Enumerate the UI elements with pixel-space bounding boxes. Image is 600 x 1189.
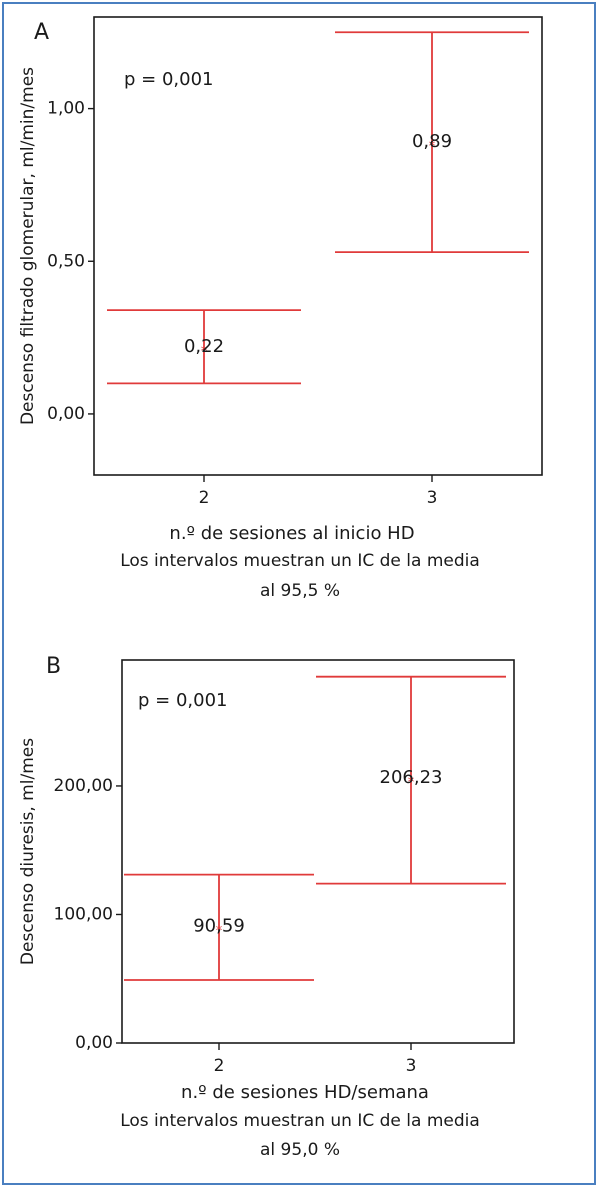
mean-marker-b-0: *	[216, 924, 223, 939]
caption-a-line1: Los intervalos muestran un IC de la medi…	[120, 551, 480, 571]
y-tick-label-a-0: 0,00	[47, 404, 85, 424]
panel-label-b: B	[46, 654, 61, 679]
mean-marker-a-1: *	[429, 140, 436, 155]
plot-frame-a	[93, 16, 543, 476]
panel-label-a: A	[34, 20, 49, 45]
x-tick-label-a-0: 2	[199, 488, 210, 508]
y-axis-title-b: Descenso diuresis, ml/mes	[18, 738, 38, 965]
x-tick-label-b-0: 2	[214, 1056, 225, 1076]
y-tick-label-b-2: 200,00	[54, 776, 113, 796]
caption-b-line1: Los intervalos muestran un IC de la medi…	[120, 1111, 480, 1131]
p-value-a: p = 0,001	[124, 69, 213, 90]
mean-marker-a-0: *	[201, 344, 208, 359]
y-tick-label-b-1: 100,00	[54, 904, 113, 924]
p-value-b: p = 0,001	[138, 690, 227, 711]
y-tick-label-a-1: 0,50	[47, 251, 85, 271]
mean-label-b-1: 206,23	[380, 767, 443, 788]
x-tick-label-a-1: 3	[427, 488, 438, 508]
x-tick-label-b-1: 3	[406, 1056, 417, 1076]
mean-label-b-0: 90,59	[193, 916, 245, 937]
mean-marker-b-1: *	[408, 775, 415, 790]
caption-a-line2: al 95,5 %	[260, 581, 340, 601]
mean-label-a-0: 0,22	[184, 336, 224, 357]
mean-label-a-1: 0,89	[412, 131, 452, 152]
y-tick-label-b-0: 0,00	[75, 1033, 113, 1053]
y-axis-title-a: Descenso filtrado glomerular, ml/min/mes	[18, 67, 38, 425]
plot-frame-b	[121, 659, 515, 1044]
caption-b-line2: al 95,0 %	[260, 1140, 340, 1160]
y-tick-label-a-2: 1,00	[47, 99, 85, 119]
x-axis-title-b: n.º de sesiones HD/semana	[181, 1082, 429, 1103]
x-axis-title-a: n.º de sesiones al inicio HD	[169, 523, 414, 544]
